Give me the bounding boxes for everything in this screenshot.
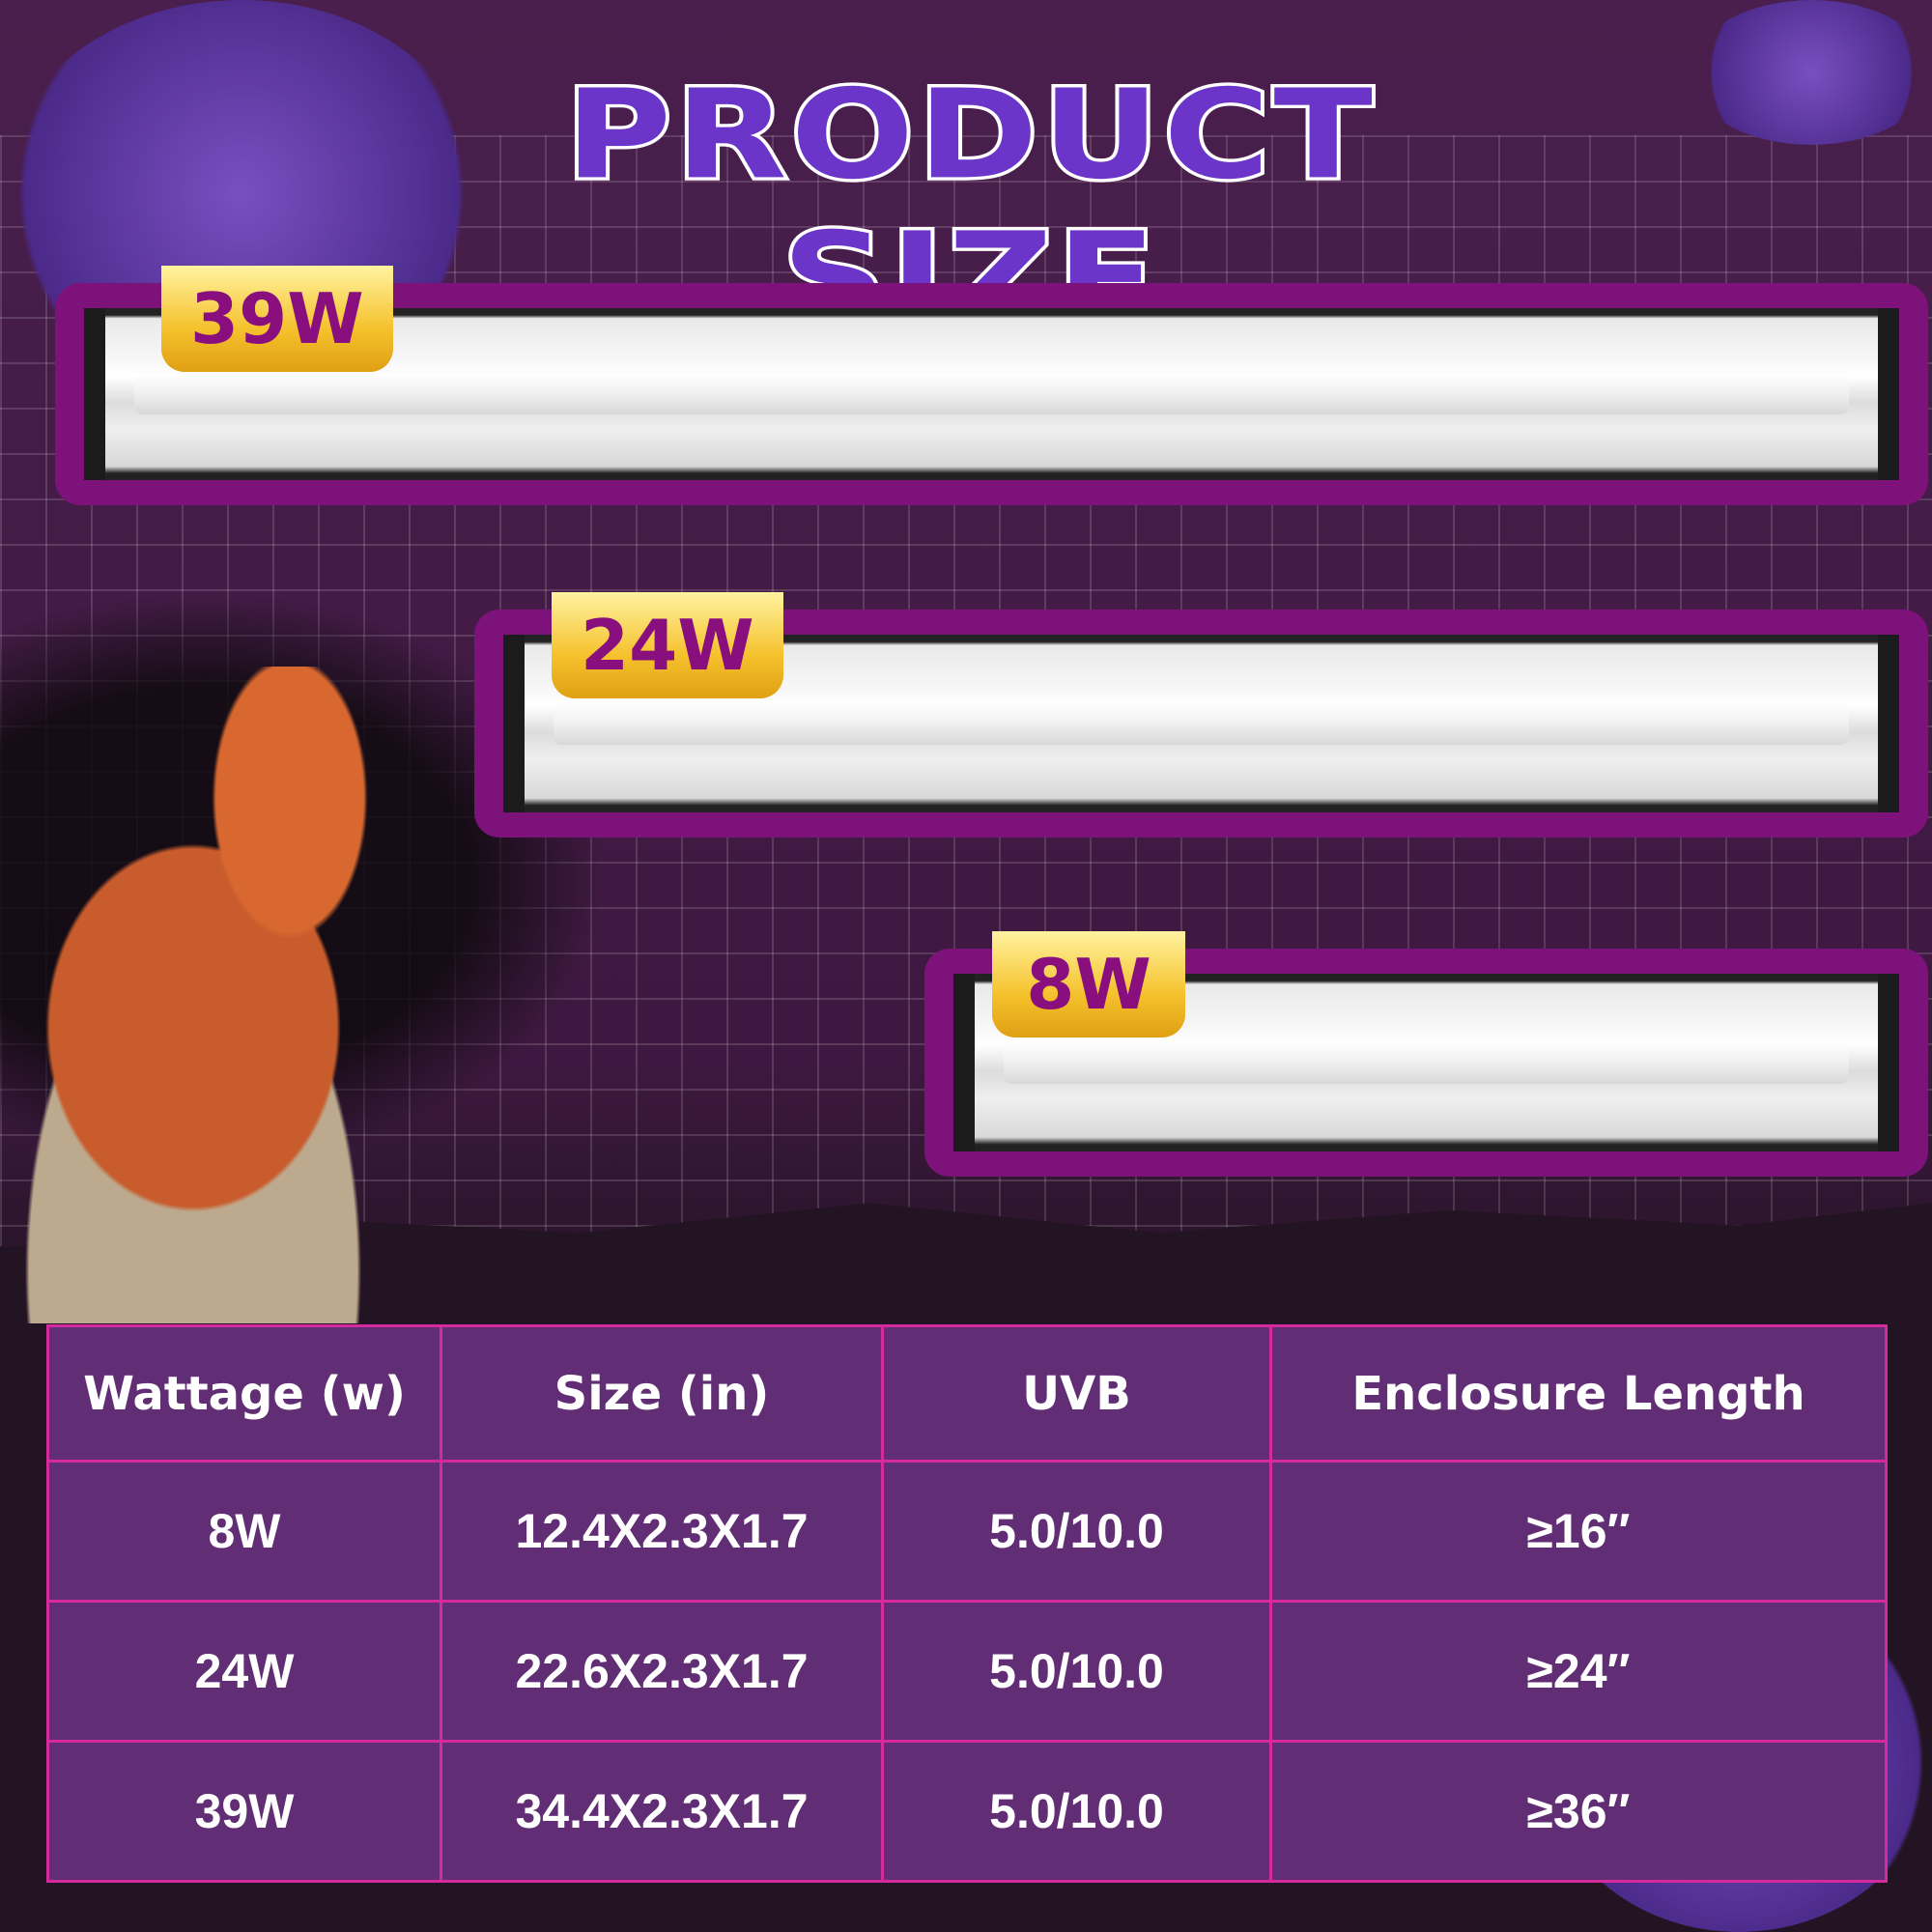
table-header-row: Wattage (w) Size (in) UVB Enclosure Leng… xyxy=(46,1323,1888,1463)
page-title: PRODUCT SIZE xyxy=(561,61,1377,354)
uvb-tube xyxy=(1004,1040,1849,1085)
cell-size: 12.4X2.3X1.7 xyxy=(440,1460,884,1604)
wattage-badge: 39W xyxy=(161,266,393,372)
wattage-badge: 24W xyxy=(552,592,783,698)
header-size: Size (in) xyxy=(440,1323,884,1463)
lamp-8w: 8W xyxy=(924,931,1928,1177)
uvb-tube xyxy=(134,373,1849,415)
header-uvb: UVB xyxy=(881,1323,1272,1463)
cell-size: 22.6X2.3X1.7 xyxy=(440,1600,884,1744)
bearded-dragon-image xyxy=(0,667,483,1323)
table-row: 24W 22.6X2.3X1.7 5.0/10.0 ≥24″ xyxy=(46,1600,1888,1744)
cell-wattage: 39W xyxy=(46,1740,442,1883)
cell-uvb: 5.0/10.0 xyxy=(881,1600,1272,1744)
cell-wattage: 8W xyxy=(46,1460,442,1604)
purple-splash-top-right xyxy=(1690,0,1932,145)
cell-enclosure: ≥16″ xyxy=(1269,1460,1888,1604)
cell-uvb: 5.0/10.0 xyxy=(881,1460,1272,1604)
lamp-24w: 24W xyxy=(474,592,1928,838)
wattage-badge: 8W xyxy=(992,931,1185,1037)
table-row: 8W 12.4X2.3X1.7 5.0/10.0 ≥16″ xyxy=(46,1460,1888,1604)
table-row: 39W 34.4X2.3X1.7 5.0/10.0 ≥36″ xyxy=(46,1740,1888,1883)
header-wattage: Wattage (w) xyxy=(46,1323,442,1463)
uvb-tube xyxy=(554,701,1849,746)
lamp-39w: 39W xyxy=(55,266,1928,505)
cell-wattage: 24W xyxy=(46,1600,442,1744)
header-enclosure-length: Enclosure Length xyxy=(1269,1323,1888,1463)
cell-size: 34.4X2.3X1.7 xyxy=(440,1740,884,1883)
size-table: Wattage (w) Size (in) UVB Enclosure Leng… xyxy=(46,1323,1888,1883)
cell-uvb: 5.0/10.0 xyxy=(881,1740,1272,1883)
cell-enclosure: ≥24″ xyxy=(1269,1600,1888,1744)
cell-enclosure: ≥36″ xyxy=(1269,1740,1888,1883)
